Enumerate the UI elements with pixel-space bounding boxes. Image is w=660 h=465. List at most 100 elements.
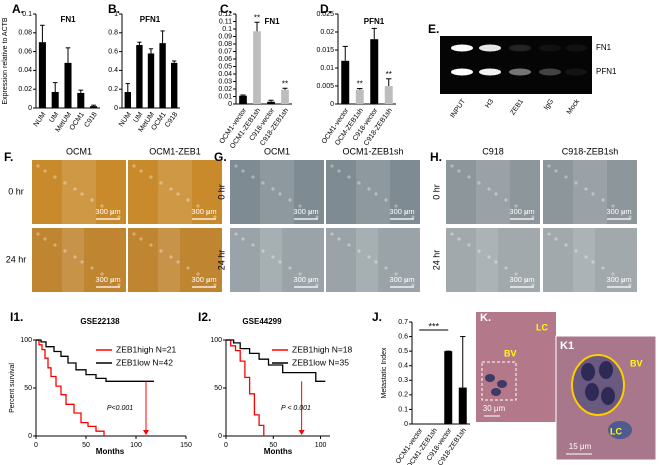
cell — [494, 260, 498, 264]
zoom-box — [481, 361, 517, 401]
cell — [477, 181, 481, 185]
cell — [196, 204, 200, 208]
micrograph — [543, 160, 637, 224]
chart-title: FN1 — [60, 15, 76, 24]
row-label: 24 hr — [6, 254, 27, 264]
nucleus — [497, 380, 507, 388]
x-axis-label: Months — [96, 447, 125, 456]
cell — [251, 175, 255, 179]
bar — [444, 351, 453, 424]
cell — [117, 283, 121, 287]
cell — [611, 272, 615, 276]
scratch — [62, 228, 84, 292]
cell — [554, 169, 558, 173]
micrograph — [128, 228, 222, 292]
scale-label: 300 μm — [191, 275, 216, 284]
y-tick-label: 0.01 — [218, 93, 232, 100]
cell — [367, 187, 371, 191]
survival-line — [36, 339, 105, 436]
y-tick-label: 50 — [24, 385, 32, 392]
cell — [591, 192, 595, 196]
cell — [298, 272, 302, 276]
y-tick-label: 0.025 — [316, 11, 334, 18]
panel-label: H. — [430, 150, 442, 164]
bar — [370, 39, 379, 105]
x-tick-label: NUM — [118, 111, 133, 128]
cell — [43, 237, 47, 241]
nucleus — [601, 387, 615, 405]
x-tick-label: C918 — [164, 111, 179, 129]
cell-label: BV — [504, 348, 517, 358]
y-tick-label: 0 — [28, 433, 32, 440]
cell — [330, 164, 334, 168]
cell — [36, 232, 40, 236]
cell — [288, 198, 292, 202]
cell — [100, 204, 104, 208]
legend-label: ZEB1low N=35 — [292, 357, 349, 367]
bar — [64, 62, 72, 108]
panel-label: I2. — [198, 310, 211, 324]
y-tick-label: 0.4 — [108, 67, 118, 74]
cell — [36, 164, 40, 168]
bar — [384, 86, 393, 104]
micrograph — [326, 160, 420, 224]
column-label: OCM1-ZEB1 — [149, 146, 201, 156]
y-tick-label: 0.03 — [218, 78, 232, 85]
cell-label: BV — [630, 358, 643, 368]
cell — [374, 192, 378, 196]
micrograph — [446, 228, 540, 292]
gel-band — [565, 44, 587, 52]
y-tick-label: 0.02 — [320, 29, 334, 36]
cell — [467, 243, 471, 247]
panel-label: D. — [320, 2, 332, 16]
gel-band — [509, 44, 531, 52]
micrograph — [326, 228, 420, 292]
cell — [404, 278, 408, 282]
bar — [267, 101, 275, 104]
y-tick-label: 0 — [218, 433, 222, 440]
cell — [176, 260, 180, 264]
cell — [117, 215, 121, 219]
cell — [206, 278, 210, 282]
micrograph — [230, 160, 324, 224]
cell — [584, 255, 588, 259]
scratch — [476, 228, 498, 292]
micrograph — [32, 160, 126, 224]
cell — [524, 278, 528, 282]
nucleus — [599, 361, 613, 379]
y-tick-label: 0.01 — [320, 65, 334, 72]
panel-label: K1 — [560, 340, 574, 352]
y-tick-label: 0.05 — [218, 63, 232, 70]
cell-label: LC — [536, 322, 548, 332]
cell — [584, 187, 588, 191]
scale-label: 300 μm — [389, 275, 414, 284]
y-tick-label: 0.5 — [398, 348, 408, 355]
cell — [261, 181, 265, 185]
bar — [147, 53, 155, 108]
band-label: FN1 — [596, 43, 612, 52]
scratch — [356, 228, 378, 292]
bar — [355, 89, 364, 104]
y-tick-label: 1 — [114, 11, 118, 18]
x-axis-label: Months — [264, 447, 293, 456]
column-label: C918-ZEB1sh — [562, 146, 619, 156]
micrograph — [446, 160, 540, 224]
cell — [80, 192, 84, 196]
cell — [308, 278, 312, 282]
cell — [347, 243, 351, 247]
scale-label: 300 μm — [509, 275, 534, 284]
y-tick-label: 0 — [228, 101, 232, 108]
nucleus — [608, 421, 632, 439]
cell — [251, 243, 255, 247]
column-label: OCM1 — [264, 146, 290, 156]
cell — [514, 204, 518, 208]
y-tick-label: 0.08 — [18, 30, 32, 37]
y-tick-label: 100 — [20, 337, 32, 344]
cell — [467, 175, 471, 179]
cell — [601, 266, 605, 270]
gel-band — [539, 68, 561, 76]
cell — [206, 210, 210, 214]
cell — [176, 192, 180, 196]
panel-label: F. — [4, 150, 13, 164]
